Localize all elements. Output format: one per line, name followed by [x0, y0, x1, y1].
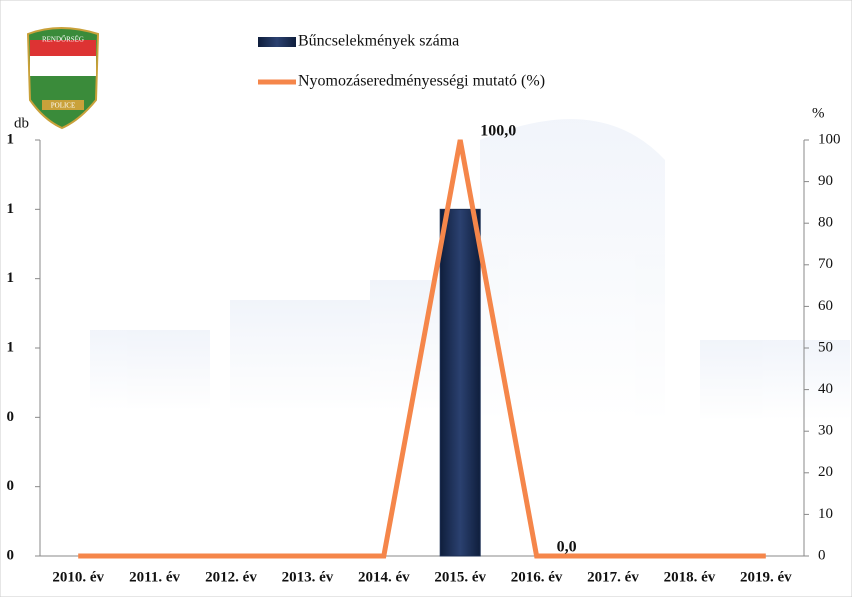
- y2-tick-label: 20: [818, 464, 833, 480]
- data-label: 100,0: [480, 123, 516, 140]
- x-tick-label: 2013. év: [282, 569, 334, 585]
- x-tick-label: 2011. év: [129, 569, 180, 585]
- y-tick-label: 1: [7, 270, 15, 286]
- x-tick-label: 2019. év: [740, 569, 792, 585]
- y2-tick-label: 10: [818, 506, 833, 522]
- background-buildings: [90, 119, 850, 420]
- y2-tick-label: 50: [818, 339, 833, 355]
- y2-tick-label: 40: [818, 381, 833, 397]
- x-tick-label: 2012. év: [205, 569, 257, 585]
- x-tick-label: 2010. év: [52, 569, 104, 585]
- x-tick-label: 2014. év: [358, 569, 410, 585]
- y-tick-label: 1: [7, 339, 15, 355]
- logo-text: POLICE: [51, 102, 76, 110]
- logo-text: RENDŐRSÉG: [42, 36, 84, 44]
- y-tick-label: 0: [7, 478, 15, 494]
- y-tick-label: 0: [7, 409, 15, 425]
- y2-tick-label: 30: [818, 423, 833, 439]
- y2-tick-label: 60: [818, 298, 833, 314]
- y-tick-label: 1: [7, 201, 15, 217]
- data-label: 0,0: [557, 539, 577, 556]
- legend-label: Bűncselekmények száma: [298, 33, 459, 50]
- x-tick-label: 2017. év: [587, 569, 639, 585]
- logo: RENDŐRSÉG POLICE: [26, 27, 100, 130]
- y2-tick-label: 100: [818, 131, 841, 147]
- y-tick-label: 1: [7, 131, 15, 147]
- legend-label: Nyomozáseredményességi mutató (%): [298, 73, 545, 90]
- y2-axis-label: %: [812, 105, 825, 121]
- bar: [439, 208, 481, 557]
- legend-swatch: [258, 37, 296, 47]
- y-tick-label: 0: [7, 547, 15, 563]
- y2-tick-label: 0: [818, 547, 826, 563]
- x-tick-label: 2016. év: [511, 569, 563, 585]
- x-tick-label: 2018. év: [664, 569, 716, 585]
- y2-tick-label: 80: [818, 215, 833, 231]
- line: [78, 139, 766, 559]
- x-tick-label: 2015. év: [434, 569, 486, 585]
- y-axis-label: db: [14, 115, 29, 131]
- y2-tick-label: 90: [818, 173, 833, 189]
- y2-tick-label: 70: [818, 256, 833, 272]
